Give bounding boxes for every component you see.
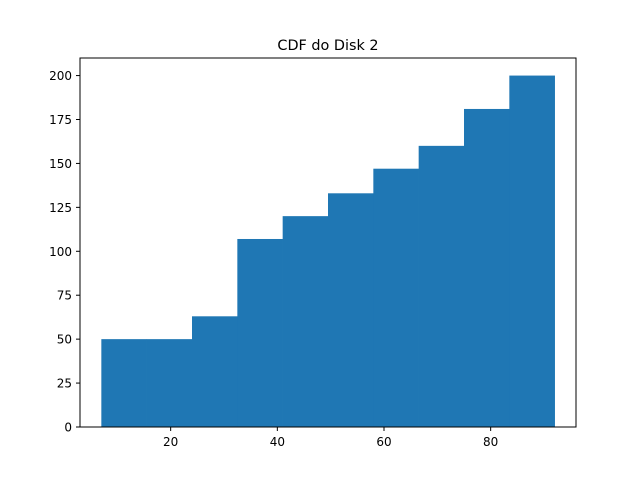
bar-5	[328, 193, 374, 427]
y-tick-label: 75	[57, 289, 72, 303]
x-axis-ticks: 20 40 60 80	[163, 427, 498, 449]
y-tick-label: 200	[49, 69, 72, 83]
y-tick-label: 150	[49, 157, 72, 171]
x-tick-label: 60	[376, 435, 391, 449]
bar-4	[282, 216, 329, 427]
x-tick-label: 20	[163, 435, 178, 449]
y-tick-label: 50	[57, 333, 72, 347]
x-tick-label: 80	[483, 435, 498, 449]
bar-7	[418, 145, 465, 427]
bar-6	[373, 168, 419, 427]
y-tick-label: 175	[49, 113, 72, 127]
y-tick-label: 125	[49, 201, 72, 215]
bar-2	[192, 316, 238, 427]
bar-9	[509, 75, 555, 428]
y-tick-label: 0	[64, 421, 72, 435]
bar-8	[464, 108, 510, 427]
bar-1	[146, 339, 193, 427]
bars-group	[101, 75, 555, 428]
y-axis-ticks: 0 25 50 75 100 125 150 175 200	[49, 69, 80, 435]
bar-3	[237, 238, 283, 427]
x-tick-label: 40	[270, 435, 285, 449]
bar-0	[101, 339, 147, 427]
plot-frame	[79, 57, 577, 428]
y-tick-label: 25	[57, 377, 72, 391]
chart-title: CDF do Disk 2	[277, 38, 378, 54]
y-tick-label: 100	[49, 245, 72, 259]
